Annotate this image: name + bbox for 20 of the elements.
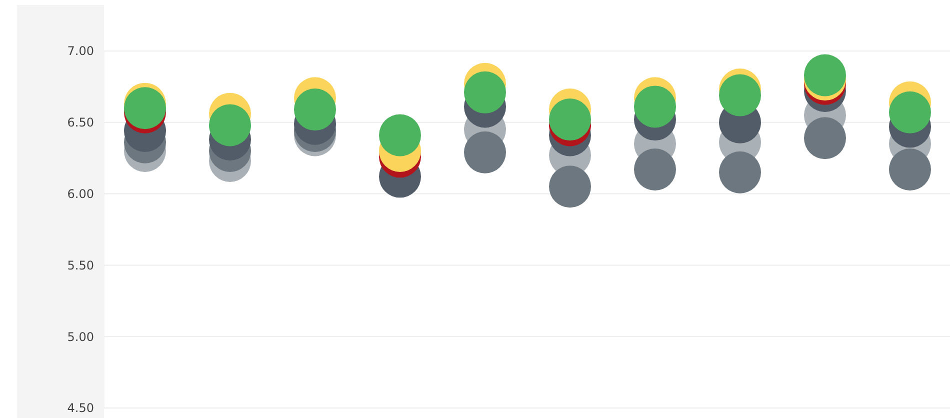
point [889, 91, 931, 134]
point [549, 166, 591, 208]
point [719, 74, 761, 116]
point [209, 104, 251, 146]
y-tick-label: 5.50 [67, 258, 94, 272]
point [379, 114, 421, 156]
point [464, 71, 506, 114]
y-tick-label: 7.00 [67, 44, 94, 58]
point [294, 88, 336, 131]
y-tick-label: 6.00 [67, 187, 94, 201]
point [464, 131, 506, 174]
point [719, 151, 761, 194]
point [634, 148, 676, 191]
y-tick-label: 4.50 [67, 401, 94, 416]
point [549, 98, 591, 141]
point [634, 86, 676, 128]
y-tick-label: 6.50 [67, 116, 94, 130]
y-tick-label: 5.00 [67, 330, 94, 344]
point [889, 148, 931, 191]
point [804, 117, 846, 160]
